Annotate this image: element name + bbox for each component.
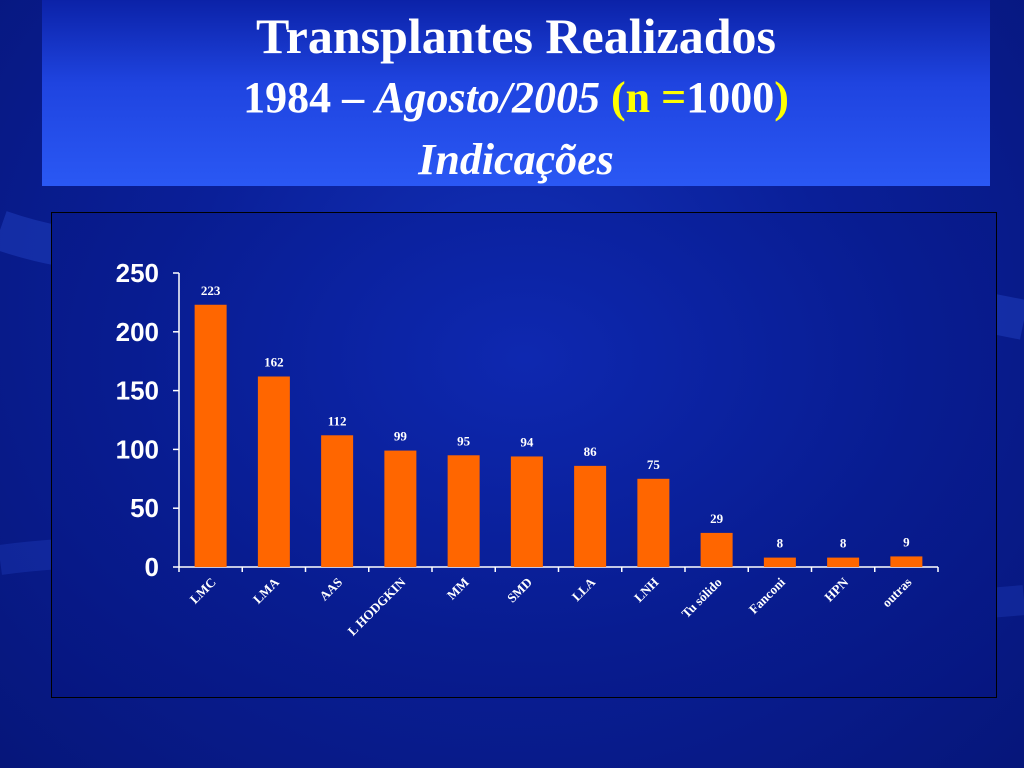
x-tick-label: outras <box>879 575 915 611</box>
slide-title: Transplantes Realizados <box>256 8 776 64</box>
x-tick-label: LNH <box>631 575 662 606</box>
title-banner: Transplantes Realizados 1984 – Agosto/20… <box>42 0 990 186</box>
x-tick-label: LMA <box>250 574 282 606</box>
bar <box>637 478 670 567</box>
bar-chart: 0 50 100 150 200 250 223 LMC 162 LMA 112 AAS 99 L HOD… <box>116 258 939 639</box>
data-label: 8 <box>840 536 847 551</box>
data-label: 162 <box>264 354 284 369</box>
subtitle-n-label: (n = <box>611 73 687 122</box>
data-label: 75 <box>647 457 661 472</box>
y-tick-label: 0 <box>145 552 159 582</box>
bar <box>194 304 227 567</box>
chart-frame: 0 50 100 150 200 250 223 LMC 162 LMA 112 AAS 99 L HOD… <box>51 212 997 698</box>
subtitle-years: 1984 – <box>243 73 376 122</box>
x-tick-label: Tu sólido <box>678 575 724 621</box>
x-tick-label: HPN <box>821 574 851 604</box>
data-label: 29 <box>710 511 724 526</box>
data-label: 112 <box>328 413 347 428</box>
x-tick-label: AAS <box>316 575 345 604</box>
subtitle-date: Agosto/2005 <box>375 73 601 122</box>
bar <box>763 557 796 567</box>
bar <box>257 376 290 567</box>
x-tick-label: MM <box>444 575 472 603</box>
x-tick-label: LLA <box>569 574 599 604</box>
subtitle-n-value: 1000 <box>686 73 775 122</box>
data-label: 9 <box>903 534 910 549</box>
data-label: 86 <box>584 444 598 459</box>
bar <box>321 435 354 567</box>
x-tick-label: LMC <box>187 575 219 607</box>
bar <box>700 532 733 567</box>
bar <box>447 455 480 567</box>
y-tick-label: 200 <box>116 317 159 347</box>
x-tick-label: L HODGKIN <box>345 574 409 638</box>
data-label: 99 <box>394 429 408 444</box>
slide-subtitle: 1984 – Agosto/2005 (n =1000) <box>42 72 990 124</box>
bar <box>574 465 607 567</box>
y-tick-label: 150 <box>116 376 159 406</box>
y-tick-label: 100 <box>116 434 159 464</box>
subtitle-n-close: ) <box>774 73 789 122</box>
slide-subheading: Indicações <box>418 135 614 184</box>
bar <box>827 557 860 567</box>
data-label: 94 <box>520 434 534 449</box>
y-tick-label: 250 <box>116 258 159 288</box>
y-tick-label: 50 <box>130 493 159 523</box>
bar <box>890 556 923 567</box>
x-tick-label: SMD <box>504 575 535 606</box>
data-label: 223 <box>201 283 221 298</box>
bar <box>510 456 543 567</box>
x-tick-label: Fanconi <box>746 574 789 617</box>
data-label: 95 <box>457 433 471 448</box>
data-label: 8 <box>777 536 784 551</box>
bar <box>384 450 417 567</box>
